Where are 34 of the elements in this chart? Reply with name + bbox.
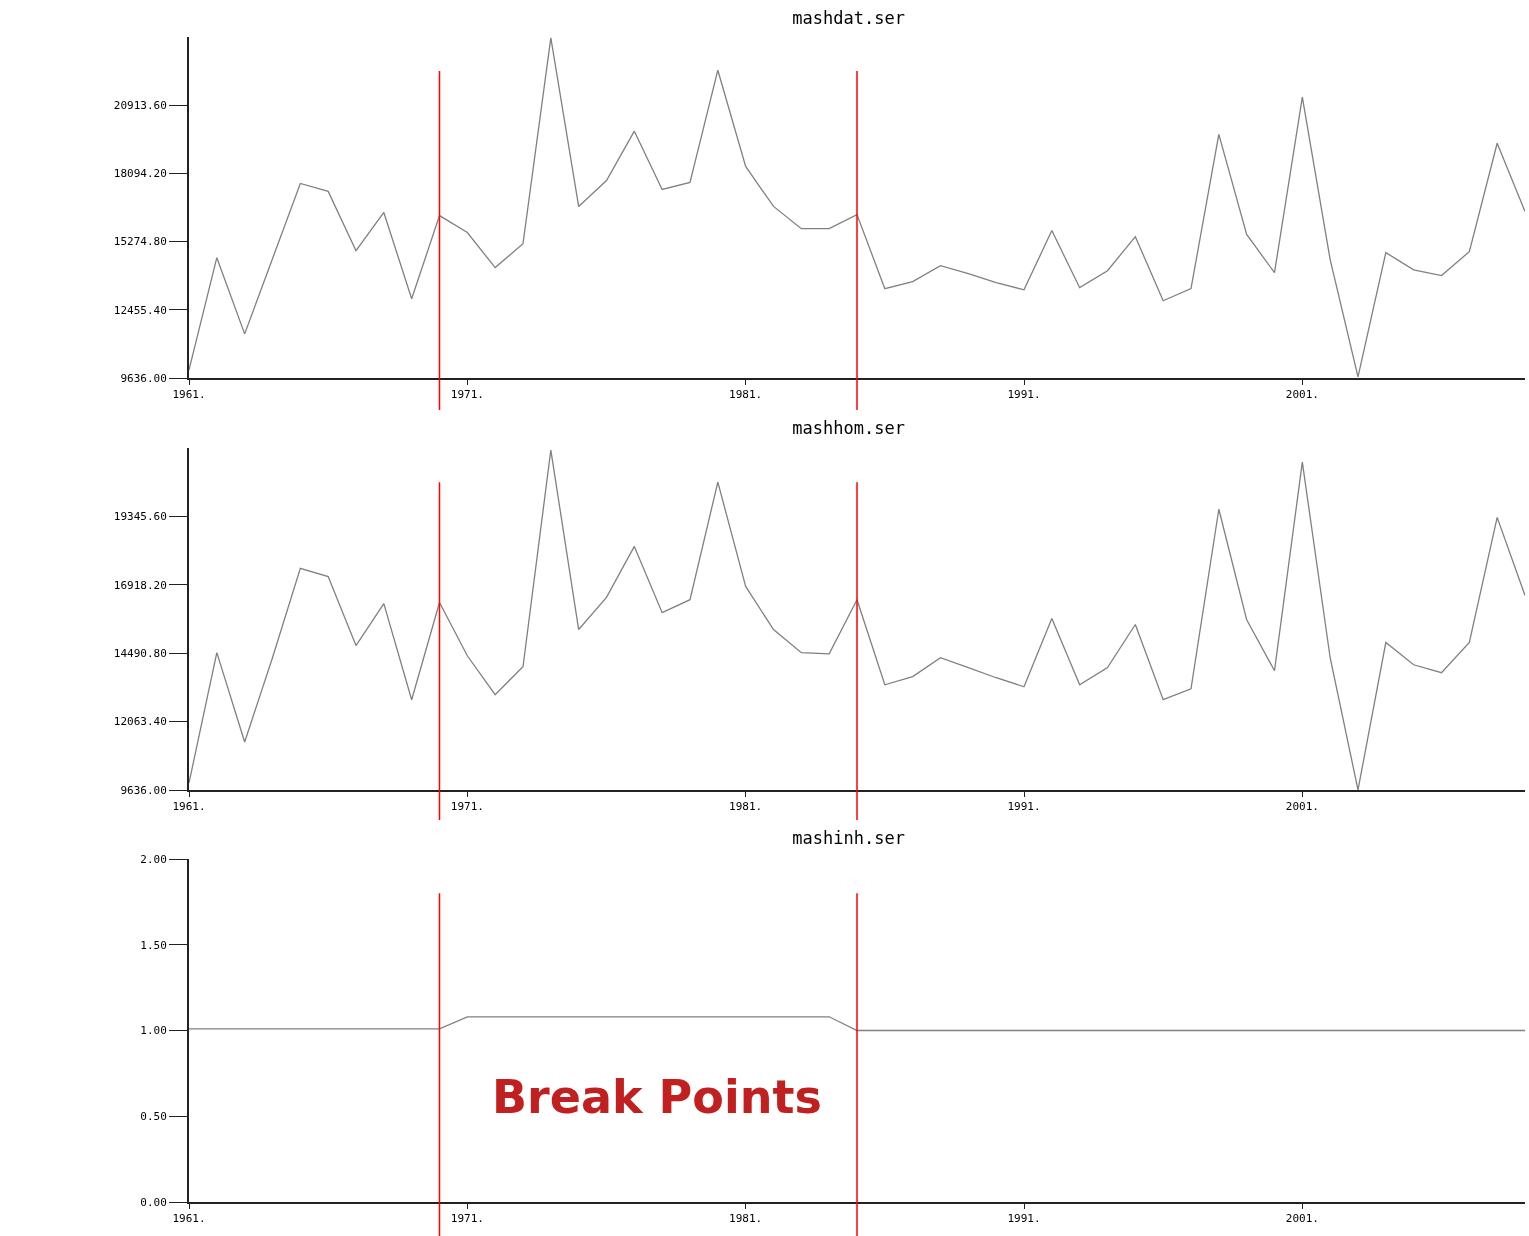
x-tick-label: 1971. bbox=[450, 388, 484, 402]
y-tick-label: 0.00 bbox=[140, 1195, 167, 1209]
y-tick-label: 1.50 bbox=[140, 938, 167, 952]
y-tick-label: 9636.00 bbox=[120, 371, 167, 385]
annotation: Break Points bbox=[492, 1070, 822, 1124]
y-tick-label: 2.00 bbox=[140, 852, 167, 866]
x-tick-label: 1991. bbox=[1007, 1212, 1041, 1226]
y-tick-label: 1.00 bbox=[140, 1024, 167, 1038]
y-tick-label: 15274.80 bbox=[113, 235, 167, 249]
y-tick-label: 12455.40 bbox=[113, 303, 167, 317]
y-tick-label: 20913.60 bbox=[113, 99, 167, 113]
chart-title: mashhom.ser bbox=[792, 417, 905, 438]
x-tick-label: 1981. bbox=[729, 800, 763, 814]
x-tick-label: 2001. bbox=[1285, 1212, 1319, 1226]
y-tick-label: 12063.40 bbox=[113, 715, 167, 729]
y-tick-label: 14490.80 bbox=[113, 647, 167, 661]
y-tick-label: 19345.60 bbox=[113, 510, 167, 524]
x-tick-label: 1961. bbox=[172, 1212, 206, 1226]
y-tick-label: 18094.20 bbox=[113, 167, 167, 181]
x-tick-label: 1961. bbox=[172, 388, 206, 402]
y-tick-label: 0.50 bbox=[140, 1110, 167, 1124]
chart-title: mashdat.ser bbox=[792, 7, 905, 28]
x-tick-label: 1991. bbox=[1007, 800, 1041, 814]
x-tick-label: 1981. bbox=[729, 388, 763, 402]
x-tick-label: 1981. bbox=[729, 1212, 763, 1226]
x-tick-label: 1971. bbox=[450, 800, 484, 814]
chart-title: mashinh.ser bbox=[792, 827, 905, 848]
x-tick-label: 1961. bbox=[172, 800, 206, 814]
y-tick-label: 16918.20 bbox=[113, 578, 167, 592]
x-tick-label: 1971. bbox=[450, 1212, 484, 1226]
x-tick-label: 2001. bbox=[1285, 388, 1319, 402]
y-tick-label: 9636.00 bbox=[120, 783, 167, 797]
x-tick-label: 1991. bbox=[1007, 388, 1041, 402]
x-tick-label: 2001. bbox=[1285, 800, 1319, 814]
